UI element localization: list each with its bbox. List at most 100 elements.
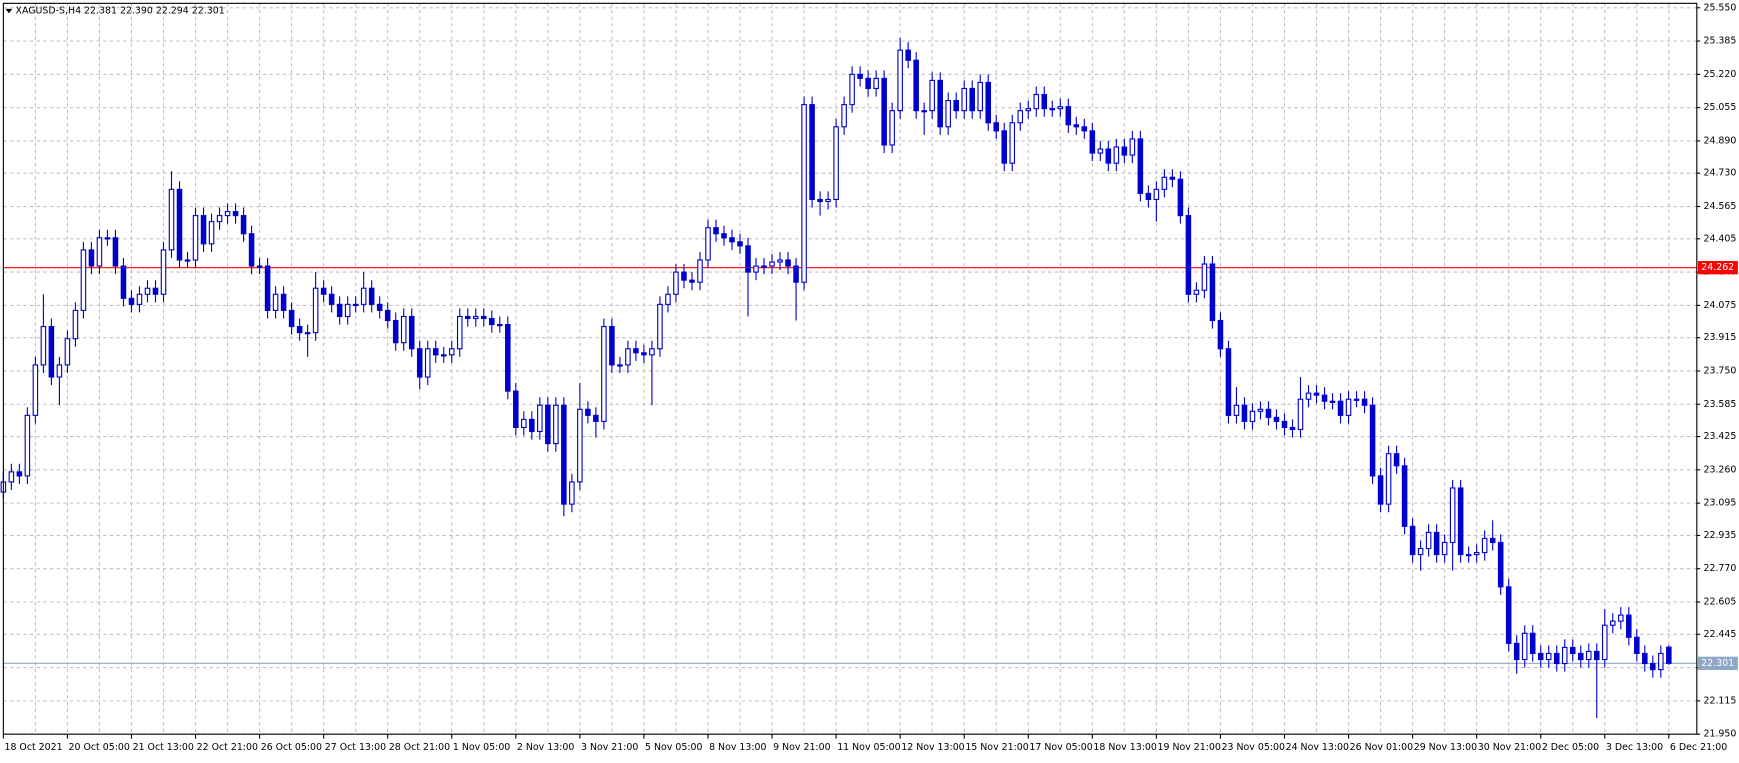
x-tick-label: 28 Oct 21:00	[389, 742, 450, 753]
candle-body-down	[1401, 465, 1408, 527]
candle-body-up	[1129, 138, 1136, 156]
candle-body-down	[561, 404, 567, 505]
candle-body-up	[1481, 537, 1488, 554]
candle-body-up	[1561, 646, 1568, 665]
candle-body-up	[801, 104, 807, 283]
candle-body-down	[1001, 130, 1008, 164]
candle-body-down	[857, 73, 863, 79]
candle-body-down	[280, 293, 287, 311]
candle-body-up	[769, 261, 775, 267]
candle-body-down	[1265, 408, 1272, 418]
candle-body-down	[1073, 124, 1080, 128]
x-tick-label: 30 Nov 21:00	[1478, 742, 1541, 753]
candle-body-down	[320, 287, 327, 295]
candle-body-up	[841, 104, 847, 128]
candle-body-down	[376, 303, 383, 311]
candle-body-down	[985, 81, 992, 124]
y-tick-label: 25.220	[1703, 69, 1736, 80]
candle-body-up	[1033, 93, 1040, 110]
x-tick-label: 27 Oct 13:00	[325, 742, 386, 753]
candle-body-down	[1529, 632, 1536, 655]
symbol-menu-arrow[interactable]	[5, 8, 13, 14]
candle-body-down	[1393, 453, 1400, 467]
candle-body-down	[993, 122, 1000, 132]
candle-body-up	[601, 326, 607, 422]
candle-body-down	[296, 326, 303, 334]
candle-body-down	[481, 315, 487, 320]
candle-body-up	[144, 287, 151, 295]
candle-body-down	[1593, 650, 1600, 661]
candle-body-down	[793, 265, 799, 283]
candle-body-down	[240, 215, 247, 235]
candle-body-up	[753, 265, 759, 273]
candle-body-down	[1121, 146, 1128, 156]
candle-body-down	[48, 326, 55, 378]
candle-body-down	[264, 265, 271, 311]
x-tick-label: 8 Nov 13:00	[709, 742, 766, 753]
candle-body-up	[1585, 650, 1592, 661]
candle-body-up	[649, 348, 655, 356]
candle-body-down	[416, 348, 423, 378]
candle-body-down	[689, 279, 695, 283]
candle-body-down	[505, 324, 511, 392]
candle-body-down	[737, 241, 743, 247]
candle-body-up	[192, 215, 199, 261]
candle-body-down	[128, 297, 135, 305]
candle-body-down	[1041, 93, 1048, 110]
x-tick-label: 12 Nov 13:00	[901, 742, 964, 753]
x-tick-label: 9 Nov 21:00	[773, 742, 830, 753]
candle-body-up	[224, 211, 231, 217]
y-tick-label: 23.425	[1703, 431, 1736, 442]
candle-body-up	[208, 221, 215, 245]
candle-body-up	[1353, 398, 1360, 401]
candle-body-down	[1489, 537, 1496, 544]
candle-body-down	[152, 287, 159, 295]
y-tick-label: 22.770	[1703, 563, 1736, 574]
x-tick-label: 23 Nov 05:00	[1222, 742, 1285, 753]
candle-body-up	[272, 293, 279, 311]
candle-body-down	[785, 259, 791, 267]
candle-body-up	[1201, 263, 1208, 291]
candle-body-down	[1377, 475, 1384, 505]
candle-body-up	[400, 315, 407, 344]
candle-body-up	[1465, 554, 1472, 557]
x-tick-label: 2 Dec 05:00	[1542, 742, 1599, 753]
candle-body-down	[1650, 662, 1656, 671]
candle-body-down	[513, 390, 519, 429]
y-tick-label: 22.935	[1703, 530, 1736, 541]
x-tick-label: 5 Nov 05:00	[645, 742, 702, 753]
candle-body-up	[849, 73, 855, 106]
x-tick-label: 19 Nov 21:00	[1157, 742, 1220, 753]
candle-body-up	[921, 110, 927, 113]
candle-body-up	[777, 259, 783, 263]
candle-body-down	[328, 293, 335, 305]
x-tick-label: 21 Oct 13:00	[133, 742, 194, 753]
candle-body-up	[705, 227, 711, 261]
candle-body-up	[833, 126, 839, 201]
candle-body-down	[969, 87, 975, 112]
candle-body-down	[745, 245, 751, 273]
candle-body-down	[865, 77, 871, 90]
candle-body-down	[937, 79, 943, 128]
candle-body-down	[1185, 215, 1192, 295]
x-tick-label: 29 Nov 13:00	[1414, 742, 1477, 753]
candle-body-down	[368, 287, 375, 305]
candle-body-up	[1449, 487, 1456, 544]
candle-body-up	[473, 315, 479, 320]
level-label: 24.262	[1701, 262, 1734, 273]
y-tick-label: 23.750	[1703, 365, 1736, 376]
candle-body-down	[1137, 138, 1144, 194]
candle-body-down	[112, 237, 119, 267]
candle-body-down	[489, 317, 495, 326]
candle-body-up	[168, 188, 175, 251]
candle-body-down	[953, 100, 959, 112]
candle-body-up	[665, 293, 671, 305]
candle-body-down	[809, 104, 815, 201]
candle-body-down	[1642, 652, 1648, 665]
y-tick-label: 22.605	[1703, 597, 1736, 608]
candle-body-down	[1634, 636, 1640, 655]
candle-body-up	[977, 81, 983, 112]
candle-body-down	[1337, 400, 1344, 416]
candle-body-up	[617, 364, 623, 367]
